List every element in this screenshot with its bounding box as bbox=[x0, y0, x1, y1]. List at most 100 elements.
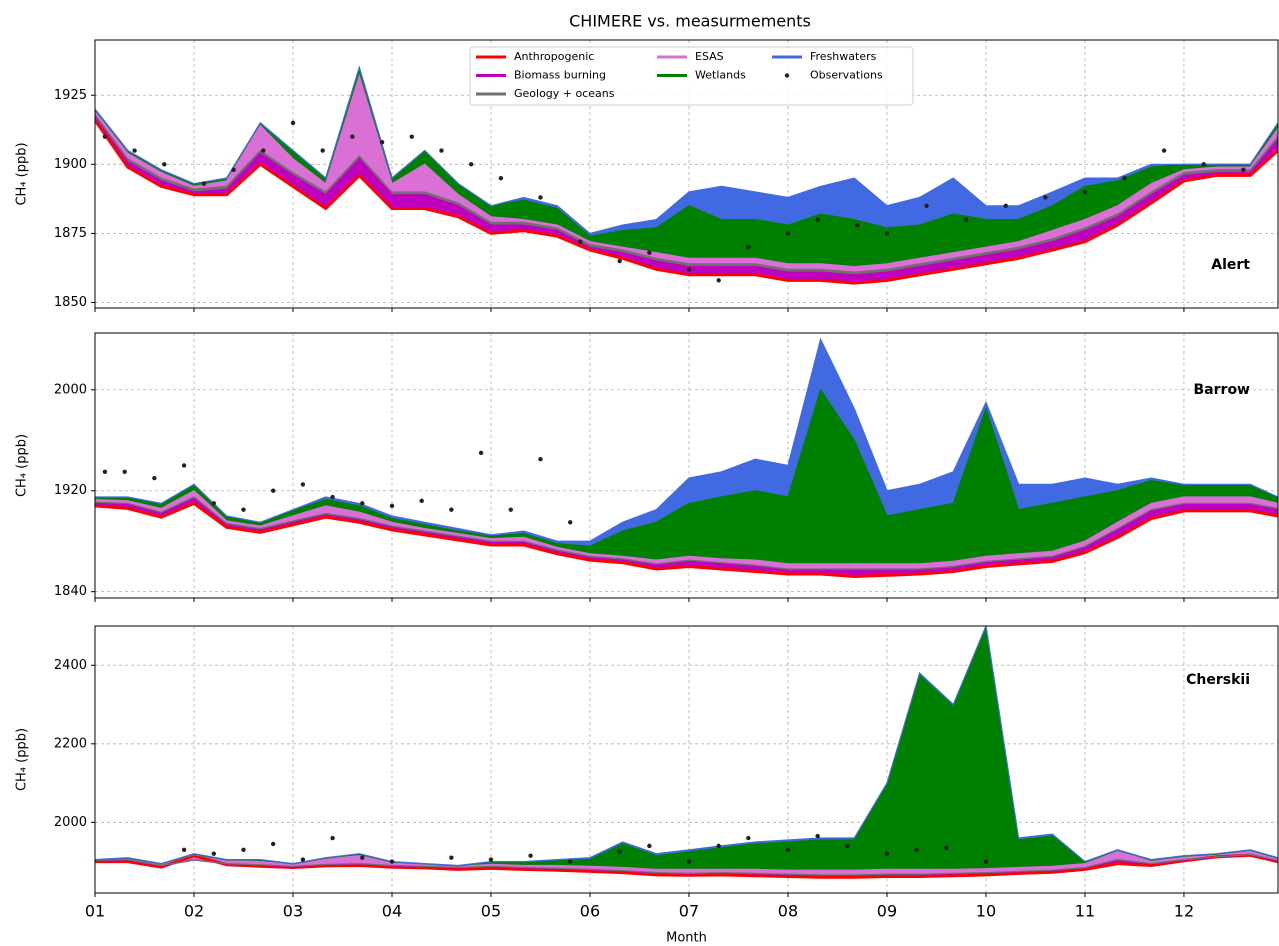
observation-point bbox=[528, 853, 533, 858]
observation-point bbox=[290, 120, 296, 126]
series-line bbox=[95, 117, 1278, 276]
station-label: Barrow bbox=[1194, 382, 1251, 398]
observation-point bbox=[498, 175, 504, 181]
x-tick-label: 05 bbox=[481, 902, 501, 921]
plot-area bbox=[95, 65, 1278, 285]
chart-title: CHIMERE vs. measurmements bbox=[569, 12, 811, 31]
legend-marker bbox=[784, 73, 790, 78]
x-tick-label: 11 bbox=[1075, 902, 1095, 921]
legend-label: Geology + oceans bbox=[514, 87, 615, 100]
observation-point bbox=[716, 278, 721, 283]
legend-box bbox=[469, 46, 914, 106]
observation-point bbox=[409, 134, 414, 139]
band bbox=[95, 389, 1278, 564]
x-tick-label: 04 bbox=[382, 902, 402, 921]
observation-point bbox=[261, 148, 266, 153]
observation-point bbox=[389, 859, 395, 864]
series-line bbox=[95, 626, 1278, 867]
observation-point bbox=[162, 162, 167, 167]
series-line bbox=[95, 489, 1278, 565]
observation-point bbox=[102, 134, 108, 139]
legend-label: Biomass burning bbox=[514, 69, 606, 82]
observation-point bbox=[379, 140, 385, 145]
observation-point bbox=[181, 463, 187, 468]
observation-point bbox=[785, 847, 791, 853]
legend-label: Observations bbox=[810, 69, 883, 82]
observation-point bbox=[488, 857, 494, 862]
y-tick-label: 2000 bbox=[54, 815, 87, 830]
observation-point bbox=[231, 167, 236, 173]
observation-point bbox=[845, 843, 850, 849]
series-line bbox=[95, 337, 1278, 542]
observation-point bbox=[815, 833, 820, 839]
series-line bbox=[95, 853, 1278, 876]
series-line bbox=[95, 119, 1278, 285]
observation-point bbox=[577, 239, 583, 244]
observation-point bbox=[330, 835, 335, 841]
series-line bbox=[95, 501, 1278, 579]
observation-point bbox=[270, 488, 276, 493]
band bbox=[95, 117, 1278, 284]
observation-point bbox=[538, 195, 543, 200]
observation-point bbox=[1043, 195, 1048, 200]
observation-point bbox=[1122, 175, 1127, 181]
y-tick-label: 1900 bbox=[54, 157, 87, 172]
observation-point bbox=[152, 475, 157, 481]
observation-point bbox=[716, 843, 721, 849]
observation-point bbox=[350, 134, 355, 139]
observation-point bbox=[884, 231, 890, 236]
legend-label: Wetlands bbox=[695, 69, 746, 82]
series-line bbox=[95, 626, 1278, 867]
y-axis-label: CH₄ (ppb) bbox=[15, 142, 30, 205]
observation-point bbox=[122, 469, 127, 475]
observation-point bbox=[478, 450, 484, 456]
y-tick-label: 2000 bbox=[54, 382, 87, 397]
legend-label: Anthropogenic bbox=[514, 50, 594, 63]
observation-point bbox=[132, 148, 137, 153]
band bbox=[95, 75, 1278, 273]
x-axis-label: Month bbox=[666, 931, 707, 946]
plot-area bbox=[95, 626, 1278, 879]
plot-frame bbox=[94, 625, 1279, 894]
x-tick-label: 12 bbox=[1174, 902, 1194, 921]
observation-point bbox=[686, 267, 692, 272]
observation-point bbox=[102, 469, 108, 475]
observation-point bbox=[389, 503, 395, 509]
y-tick-label: 1840 bbox=[54, 584, 87, 599]
plot-frame bbox=[94, 332, 1279, 599]
series-line bbox=[95, 114, 1278, 273]
observation-point bbox=[181, 847, 187, 853]
x-tick-label: 01 bbox=[85, 902, 105, 921]
observation-point bbox=[617, 258, 622, 264]
series-line bbox=[95, 497, 1278, 571]
observation-point bbox=[746, 245, 751, 250]
observation-point bbox=[419, 498, 424, 504]
observation-point bbox=[884, 851, 890, 856]
series-line bbox=[95, 388, 1278, 547]
observation-point bbox=[449, 855, 454, 860]
observation-point bbox=[746, 835, 751, 841]
observation-point bbox=[1201, 162, 1206, 167]
legend-label: Freshwaters bbox=[810, 50, 877, 63]
x-tick-label: 07 bbox=[679, 902, 699, 921]
legend-label: ESAS bbox=[695, 50, 724, 63]
x-tick-label: 10 bbox=[976, 902, 996, 921]
y-tick-label: 2400 bbox=[54, 658, 87, 673]
band bbox=[95, 67, 1278, 237]
band bbox=[95, 627, 1278, 871]
observation-point bbox=[1161, 148, 1167, 153]
observation-point bbox=[914, 847, 919, 853]
observation-point bbox=[201, 181, 207, 186]
observation-point bbox=[360, 501, 365, 506]
x-tick-label: 03 bbox=[283, 902, 303, 921]
observation-point bbox=[567, 859, 573, 864]
observation-point bbox=[330, 494, 335, 500]
observation-point bbox=[300, 482, 306, 487]
y-axis-label: CH₄ (ppb) bbox=[15, 728, 30, 791]
observation-point bbox=[508, 507, 513, 512]
series-line bbox=[95, 496, 1278, 570]
observation-point bbox=[241, 507, 246, 512]
observation-point bbox=[211, 851, 216, 856]
observation-point bbox=[963, 217, 969, 222]
station-label: Alert bbox=[1211, 257, 1250, 273]
